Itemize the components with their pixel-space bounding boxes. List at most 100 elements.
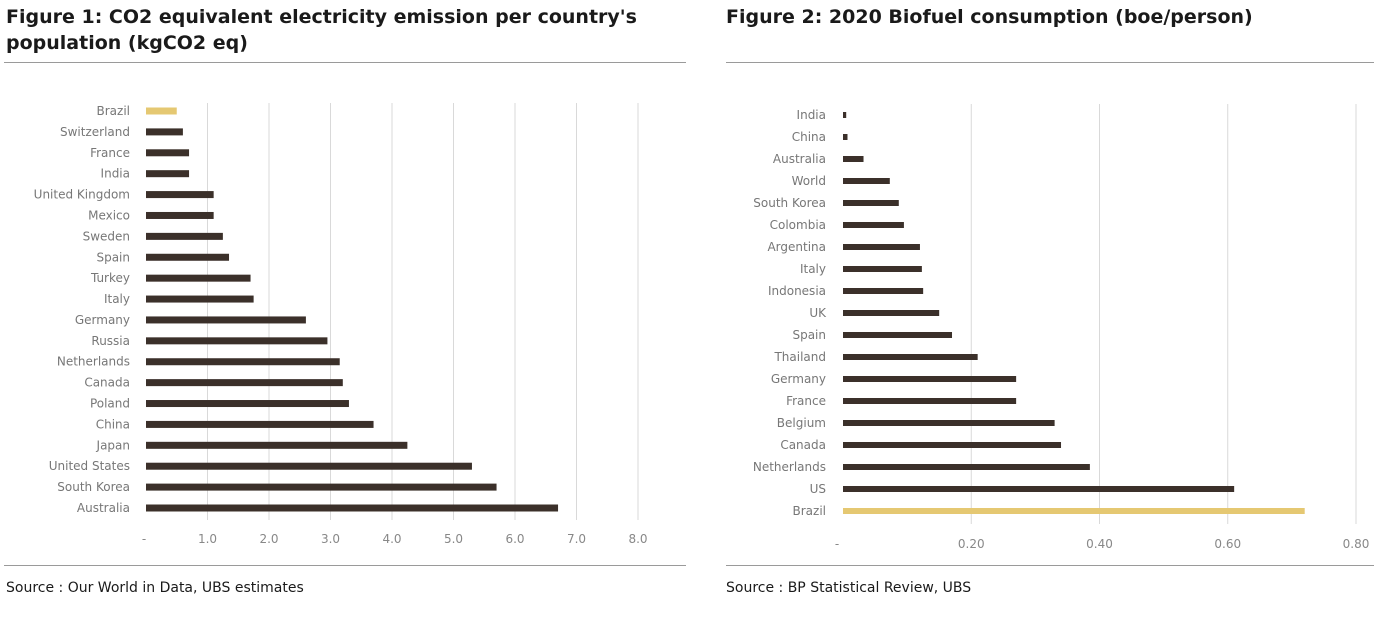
x-tick-label: 8.0 — [628, 532, 647, 546]
category-label-indonesia: Indonesia — [768, 284, 826, 298]
category-label-switzerland: Switzerland — [60, 125, 130, 139]
figure-1-title: Figure 1: CO2 equivalent electricity emi… — [6, 6, 637, 54]
category-label-india: India — [797, 108, 826, 122]
x-tick-label: 6.0 — [505, 532, 524, 546]
category-label-brazil: Brazil — [97, 104, 131, 118]
x-tick-label: - — [142, 532, 146, 546]
bar-russia — [146, 337, 328, 345]
bar-united-kingdom — [146, 191, 214, 199]
bar-germany — [146, 316, 306, 324]
bar-belgium — [843, 420, 1055, 426]
category-label-belgium: Belgium — [777, 416, 826, 430]
bar-germany — [843, 376, 1017, 382]
figure-2-source: Source : BP Statistical Review, UBS — [726, 580, 972, 596]
figure-1-source: Source : Our World in Data, UBS estimate… — [6, 580, 304, 596]
bar-netherlands — [843, 464, 1090, 470]
category-label-sweden: Sweden — [83, 229, 130, 243]
category-label-thailand: Thailand — [773, 350, 826, 364]
category-label-brazil: Brazil — [793, 504, 827, 518]
category-label-germany: Germany — [771, 372, 826, 386]
figure-2-panel: Figure 2: 2020 Biofuel consumption (boe/… — [722, 0, 1386, 620]
figure-1-chart: - 1.0 2.0 3.0 4.0 5.0 6.0 7.0 8.0 Brazil Switzerla… — [34, 103, 648, 546]
bar-poland — [146, 400, 349, 408]
category-label-japan: Japan — [96, 438, 130, 452]
category-label-india: India — [101, 167, 130, 181]
bar-colombia — [843, 222, 904, 228]
bar-spain — [146, 253, 230, 261]
bar-india — [146, 170, 190, 178]
category-label-mexico: Mexico — [88, 208, 130, 222]
bar-spain — [843, 332, 953, 338]
bar-mexico — [146, 211, 214, 219]
category-label-canada: Canada — [780, 438, 826, 452]
category-label-colombia: Colombia — [770, 218, 826, 232]
bar-canada — [146, 379, 343, 387]
category-label-south-korea: South Korea — [753, 196, 826, 210]
bar-turkey — [146, 274, 251, 282]
figure-1-bottom-rule — [4, 565, 686, 566]
category-label-turkey: Turkey — [90, 271, 130, 285]
bar-switzerland — [146, 128, 183, 136]
bar-australia — [146, 504, 559, 512]
category-label-united-kingdom: United Kingdom — [34, 188, 130, 202]
category-label-china: China — [96, 417, 130, 431]
bar-brazil — [146, 107, 177, 115]
bar-brazil — [843, 508, 1305, 514]
bar-us — [843, 486, 1235, 492]
category-label-australia: Australia — [773, 152, 826, 166]
category-label-uk: UK — [809, 306, 827, 320]
category-label-canada: Canada — [84, 376, 130, 390]
x-tick-label: 3.0 — [321, 532, 340, 546]
x-tick-label: 7.0 — [567, 532, 586, 546]
category-label-italy: Italy — [800, 262, 826, 276]
figure-2-title-rule — [726, 62, 1374, 63]
bar-uk — [843, 310, 940, 316]
figure-1-panel: Figure 1: CO2 equivalent electricity emi… — [4, 6, 686, 596]
category-label-world: World — [792, 174, 826, 188]
bar-south-korea — [146, 483, 497, 491]
x-tick-label: 4.0 — [382, 532, 401, 546]
x-tick-label: 0.60 — [1214, 537, 1241, 551]
bar-italy — [843, 266, 922, 272]
category-label-netherlands: Netherlands — [57, 355, 130, 369]
figure-2-title: Figure 2: 2020 Biofuel consumption (boe/… — [726, 6, 1253, 28]
bar-sweden — [146, 232, 223, 240]
x-tick-label: - — [835, 537, 839, 551]
category-label-south-korea: South Korea — [57, 480, 130, 494]
bar-india — [843, 112, 847, 118]
category-label-argentina: Argentina — [767, 240, 826, 254]
category-label-us: US — [810, 482, 826, 496]
category-label-italy: Italy — [104, 292, 130, 306]
x-tick-label: 1.0 — [198, 532, 217, 546]
bar-netherlands — [146, 358, 340, 366]
figure-2-bottom-rule — [726, 565, 1374, 566]
category-label-poland: Poland — [90, 397, 130, 411]
category-label-france: France — [786, 394, 826, 408]
category-label-spain: Spain — [96, 250, 130, 264]
category-label-united-states: United States — [49, 459, 130, 473]
bar-argentina — [843, 244, 920, 250]
category-label-netherlands: Netherlands — [753, 460, 826, 474]
x-tick-label: 0.40 — [1086, 537, 1113, 551]
bar-france — [146, 149, 190, 157]
bar-united-states — [146, 462, 472, 470]
bar-japan — [146, 441, 408, 449]
category-label-france: France — [90, 146, 130, 160]
bar-indonesia — [843, 288, 924, 294]
x-tick-label: 0.20 — [958, 537, 985, 551]
bar-china — [146, 420, 374, 428]
category-label-russia: Russia — [91, 334, 130, 348]
bar-thailand — [843, 354, 978, 360]
category-label-australia: Australia — [77, 501, 130, 515]
category-label-germany: Germany — [75, 313, 130, 327]
bar-canada — [843, 442, 1062, 448]
bar-world — [843, 178, 890, 184]
category-label-china: China — [792, 130, 826, 144]
x-tick-label: 2.0 — [259, 532, 278, 546]
category-label-spain: Spain — [792, 328, 826, 342]
figure-1-title-rule — [4, 62, 686, 63]
bar-australia — [843, 156, 864, 162]
bar-france — [843, 398, 1017, 404]
x-tick-label: 0.80 — [1343, 537, 1370, 551]
bar-south-korea — [843, 200, 899, 206]
